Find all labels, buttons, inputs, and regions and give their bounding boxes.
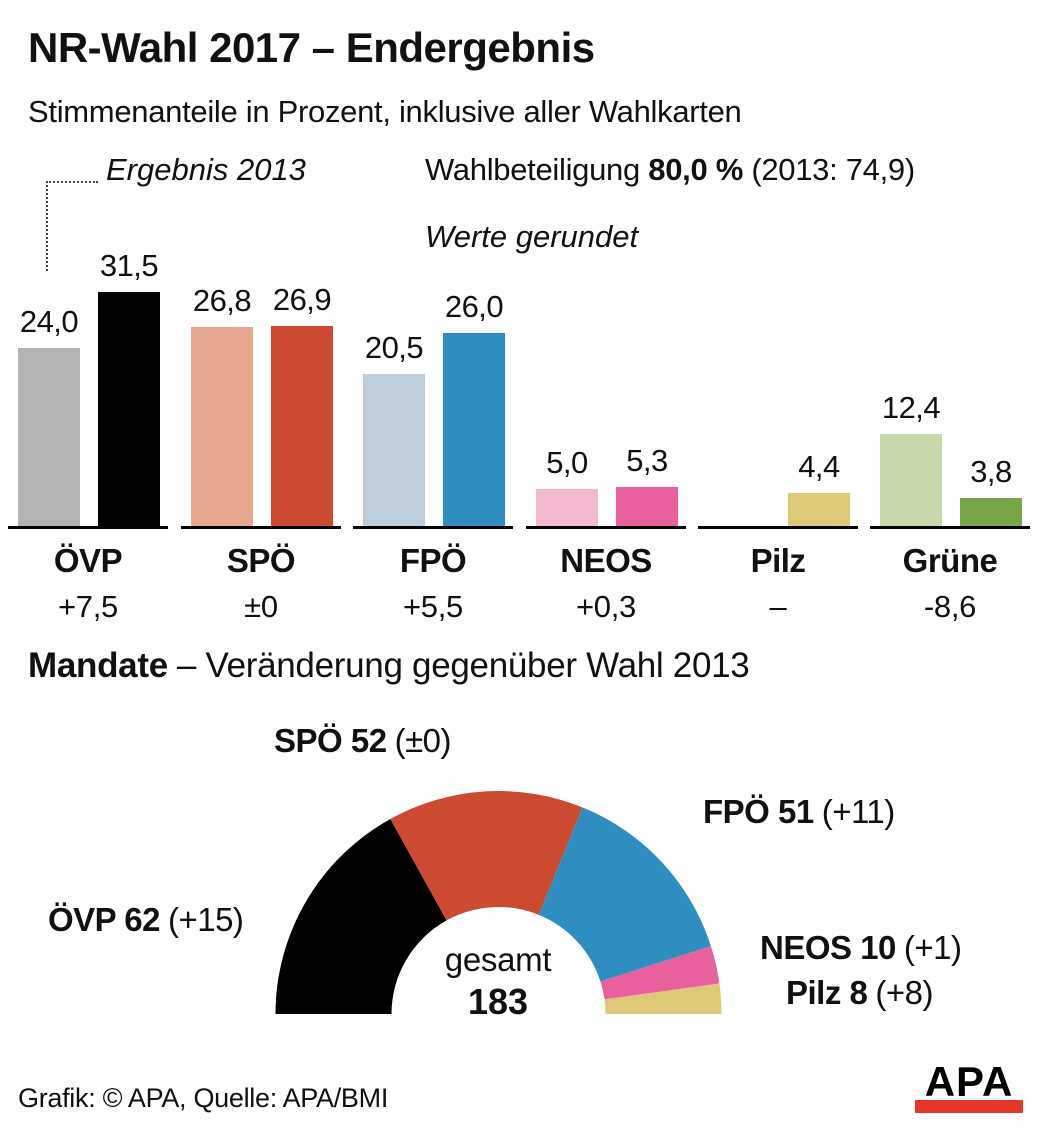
donut-segment-Pilz (604, 983, 722, 1014)
party-change-NEOS: +0,3 (576, 589, 636, 624)
turnout-previous: (2013: 74,9) (751, 152, 915, 187)
mandate-label-fpoe-seats: FPÖ 51 (703, 793, 814, 830)
bar-Grüne-2017 (960, 498, 1022, 526)
mandate-label-spoe-change: (±0) (394, 722, 452, 759)
axis-baseline-SPÖ (181, 526, 341, 529)
mandate-label-neos-change: (+1) (903, 929, 962, 966)
bar-Pilz-2017 (788, 493, 850, 526)
bar-value-ÖVP-2013: 24,0 (19, 304, 79, 339)
axis-baseline-ÖVP (8, 526, 168, 529)
bar-value-Grüne-2013: 12,4 (881, 390, 941, 425)
bar-value-FPÖ-2013: 20,5 (364, 330, 424, 365)
mandate-label-neos-seats: NEOS 10 (760, 929, 896, 966)
bar-FPÖ-2017 (443, 333, 505, 526)
bar-value-FPÖ-2017: 26,0 (444, 289, 504, 324)
mandates-total-label: gesamt (444, 941, 552, 978)
apa-logo-bar (915, 1100, 1023, 1113)
party-change-Grüne: -8,6 (923, 589, 977, 624)
mandate-label-spoe-seats: SPÖ 52 (274, 722, 387, 759)
mandate-label-oevp: ÖVP 62 (+15) (48, 901, 244, 939)
turnout-label: Wahlbeteiligung (425, 152, 640, 187)
party-label-NEOS: NEOS (560, 542, 652, 579)
bar-value-Grüne-2017: 3,8 (970, 454, 1012, 489)
bar-SPÖ-2013 (191, 327, 253, 526)
mandates-heading: Mandate – Veränderung gegenüber Wahl 2013 (28, 646, 750, 686)
turnout-value: 80,0 % (648, 152, 743, 187)
apa-logo: APA (915, 1058, 1023, 1113)
rounding-note: Werte gerundet (425, 219, 639, 254)
mandate-label-fpoe-change: (+11) (821, 793, 896, 830)
bar-value-NEOS-2017: 5,3 (626, 443, 668, 478)
mandates-total: gesamt 183 (398, 941, 598, 1023)
party-change-FPÖ: +5,5 (403, 589, 463, 624)
bar-ÖVP-2013 (18, 348, 80, 526)
mandates-total-value: 183 (467, 981, 529, 1022)
party-label-FPÖ: FPÖ (399, 542, 467, 579)
donut-segment-FPÖ (538, 807, 711, 982)
mandate-label-oevp-seats: ÖVP 62 (48, 901, 160, 938)
bar-SPÖ-2017 (271, 326, 333, 526)
turnout-line: Wahlbeteiligung 80,0 % (2013: 74,9) (425, 152, 915, 188)
bar-value-SPÖ-2013: 26,8 (192, 283, 252, 318)
party-label-Grüne: Grüne (902, 542, 998, 579)
mandate-label-pilz-change: (+8) (875, 974, 933, 1011)
page-title: NR-Wahl 2017 – Endergebnis (28, 24, 595, 71)
bar-value-NEOS-2013: 5,0 (546, 445, 588, 480)
party-change-ÖVP: +7,5 (58, 589, 118, 624)
axis-baseline-NEOS (526, 526, 686, 529)
party-label-Pilz: Pilz (750, 542, 806, 579)
bar-value-SPÖ-2017: 26,9 (272, 282, 332, 317)
mandate-label-fpoe: FPÖ 51 (+11) (703, 793, 895, 831)
apa-logo-text: APA (924, 1058, 1014, 1105)
mandate-label-oevp-change: (+15) (167, 901, 244, 938)
party-label-SPÖ: SPÖ (226, 542, 296, 579)
party-label-ÖVP: ÖVP (53, 542, 123, 579)
mandate-label-pilz: Pilz 8 (+8) (786, 974, 933, 1012)
bar-Grüne-2013 (880, 434, 942, 526)
bar-NEOS-2013 (536, 489, 598, 526)
axis-baseline-Grüne (870, 526, 1030, 529)
bar-ÖVP-2017 (98, 292, 160, 526)
bar-value-ÖVP-2017: 31,5 (99, 248, 159, 283)
axis-baseline-FPÖ (353, 526, 513, 529)
mandates-chart (275, 790, 722, 1014)
axis-baseline-Pilz (698, 526, 858, 529)
donut-segment-SPÖ (390, 790, 583, 921)
source-credit: Grafik: © APA, Quelle: APA/BMI (18, 1083, 389, 1113)
donut-segment-ÖVP (275, 818, 447, 1014)
mandates-heading-bold: Mandate (28, 646, 168, 685)
party-change-Pilz: – (769, 589, 787, 624)
mandates-heading-rest: – Veränderung gegenüber Wahl 2013 (176, 646, 750, 685)
mandate-label-pilz-seats: Pilz 8 (786, 974, 868, 1011)
bar-FPÖ-2013 (363, 374, 425, 526)
legend-connector-vertical (46, 181, 48, 271)
legend-2013-label: Ergebnis 2013 (106, 152, 306, 187)
party-change-SPÖ: ±0 (244, 589, 278, 624)
bar-NEOS-2017 (616, 487, 678, 526)
mandate-label-spoe: SPÖ 52 (±0) (274, 722, 452, 760)
bar-value-Pilz-2017: 4,4 (798, 449, 840, 484)
donut-segment-NEOS (600, 946, 720, 1000)
mandate-label-neos: NEOS 10 (+1) (760, 929, 962, 967)
legend-connector-horizontal (46, 181, 98, 183)
chart-subtitle: Stimmenanteile in Prozent, inklusive all… (28, 94, 742, 129)
